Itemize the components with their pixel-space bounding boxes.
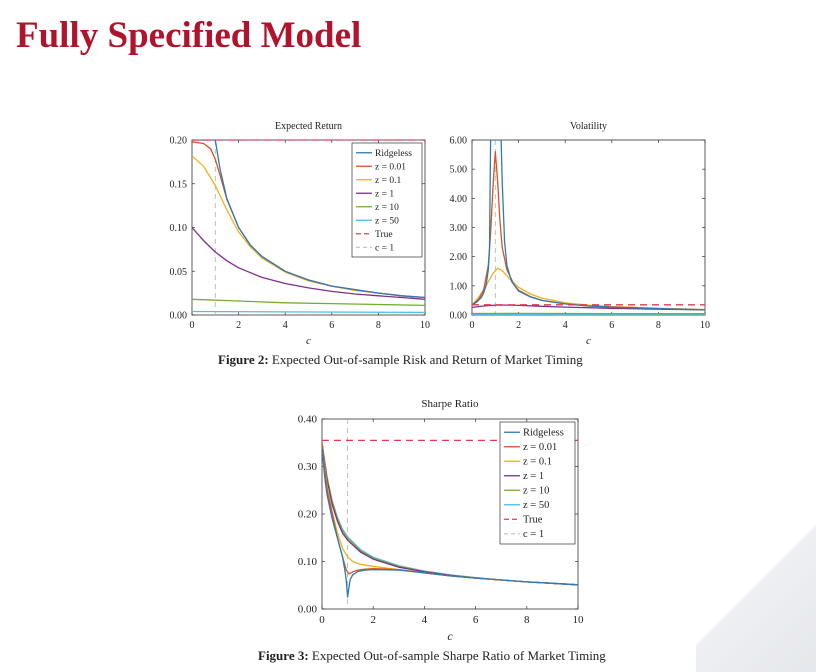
x-tick-label: 8 bbox=[524, 614, 530, 626]
series-line-ridgeless bbox=[472, 140, 705, 311]
y-tick-label: 0.05 bbox=[170, 267, 188, 278]
legend-label: z = 1 bbox=[375, 190, 394, 200]
y-tick-label: 1.00 bbox=[450, 281, 468, 292]
series-line-z-1 bbox=[192, 227, 425, 300]
legend-label: Ridgeless bbox=[523, 428, 564, 439]
series-line-z-0-1 bbox=[472, 267, 705, 311]
legend-label: c = 1 bbox=[375, 244, 394, 254]
series-line-z-1 bbox=[472, 304, 705, 311]
expected-return-chart: Expected Return 0 2 4 6 8 10 0.00 0.05 0.10 0.15 0.… bbox=[170, 121, 431, 347]
x-tick-label: 0 bbox=[470, 320, 475, 331]
x-tick-label: 6 bbox=[473, 614, 479, 626]
y-tick-label: 5.00 bbox=[450, 165, 468, 176]
volatility-chart: Volatility 0 2 4 6 8 10 0.00 1.00 2.00 3.00 4.00 5.0… bbox=[450, 121, 711, 347]
x-tick-label: 4 bbox=[422, 614, 428, 626]
legend-box bbox=[351, 142, 423, 258]
x-tick-label: 10 bbox=[573, 614, 585, 626]
legend-label: z = 0.01 bbox=[375, 163, 406, 173]
series-line-z-0-01 bbox=[472, 151, 705, 311]
series-line-ridgeless bbox=[322, 447, 578, 598]
series-line-z-50 bbox=[192, 310, 425, 314]
x-tick-label: 10 bbox=[420, 320, 430, 331]
corner-decoration bbox=[696, 522, 816, 672]
legend-label: z = 1 bbox=[523, 471, 544, 482]
x-tick-label: 0 bbox=[319, 614, 325, 626]
y-tick-label: 0.30 bbox=[298, 461, 318, 473]
slide-title: Fully Specified Model bbox=[16, 15, 362, 56]
x-tick-label: 6 bbox=[329, 320, 334, 331]
y-tick-label: 0.00 bbox=[298, 604, 318, 616]
y-tick-label: 0.15 bbox=[170, 179, 188, 190]
legend-label: z = 50 bbox=[523, 500, 549, 511]
y-tick-label: 0.40 bbox=[298, 414, 318, 426]
y-tick-label: 2.00 bbox=[450, 252, 468, 263]
x-tick-label: 6 bbox=[609, 320, 614, 331]
legend-label: True bbox=[523, 515, 543, 526]
figure-3-caption: Figure 3: Expected Out-of-sample Sharpe … bbox=[258, 648, 606, 664]
y-tick-label: 4.00 bbox=[450, 194, 468, 205]
y-tick-label: 0.20 bbox=[298, 509, 318, 521]
legend-label: z = 0.01 bbox=[523, 442, 557, 453]
y-tick-label: 0.10 bbox=[298, 556, 318, 568]
chart-title: Volatility bbox=[570, 121, 607, 132]
y-tick-label: 0.10 bbox=[170, 223, 188, 234]
x-tick-label: 2 bbox=[236, 320, 241, 331]
chart-title: Expected Return bbox=[275, 121, 342, 132]
legend-label: z = 10 bbox=[523, 486, 549, 497]
x-tick-label: 4 bbox=[283, 320, 288, 331]
y-tick-label: 0.20 bbox=[170, 136, 188, 147]
legend-label: True bbox=[375, 230, 393, 240]
sharpe-ratio-chart: Sharpe Ratio 0 2 4 6 8 10 0.00 0.10 0.20 0.30 0.40 c… bbox=[298, 398, 585, 643]
figure-2-text: Expected Out-of-sample Risk and Return o… bbox=[271, 352, 583, 367]
legend-label: z = 0.1 bbox=[375, 176, 401, 186]
x-tick-label: 8 bbox=[376, 320, 381, 331]
chart-title: Sharpe Ratio bbox=[421, 398, 479, 410]
y-tick-label: 3.00 bbox=[450, 223, 468, 234]
legend-label: z = 50 bbox=[375, 217, 399, 227]
x-tick-label: 8 bbox=[656, 320, 661, 331]
legend-label: c = 1 bbox=[523, 529, 544, 540]
x-axis-label: c bbox=[306, 335, 311, 347]
legend-box bbox=[499, 421, 576, 545]
legend: Ridgeless z = 0.01 z = 0.1 z = 1 z = 10 z = 5… bbox=[499, 421, 576, 545]
legend-label: Ridgeless bbox=[375, 149, 412, 159]
figure-2-label: Figure 2: bbox=[218, 352, 269, 367]
x-axis-label: c bbox=[447, 629, 453, 643]
series-line-z-10 bbox=[192, 298, 425, 307]
x-axis-label: c bbox=[586, 335, 591, 347]
legend: Ridgeless z = 0.01 z = 0.1 z = 1 z = 10 z = 5… bbox=[351, 142, 423, 258]
figure-3-label: Figure 3: bbox=[258, 648, 309, 663]
x-tick-label: 0 bbox=[190, 320, 195, 331]
legend-label: z = 10 bbox=[375, 203, 399, 213]
y-tick-label: 0.00 bbox=[450, 311, 468, 322]
x-tick-label: 10 bbox=[700, 320, 710, 331]
legend-label: z = 0.1 bbox=[523, 457, 552, 468]
series-line-ridgeless bbox=[192, 140, 425, 299]
figure-3-text: Expected Out-of-sample Sharpe Ratio of M… bbox=[311, 648, 606, 663]
x-tick-label: 2 bbox=[516, 320, 521, 331]
y-tick-label: 0.00 bbox=[170, 311, 188, 322]
plot-frame bbox=[471, 139, 706, 316]
x-tick-label: 4 bbox=[563, 320, 568, 331]
y-tick-label: 6.00 bbox=[450, 136, 468, 147]
x-tick-label: 2 bbox=[370, 614, 376, 626]
figure-2-caption: Figure 2: Expected Out-of-sample Risk an… bbox=[218, 352, 583, 368]
